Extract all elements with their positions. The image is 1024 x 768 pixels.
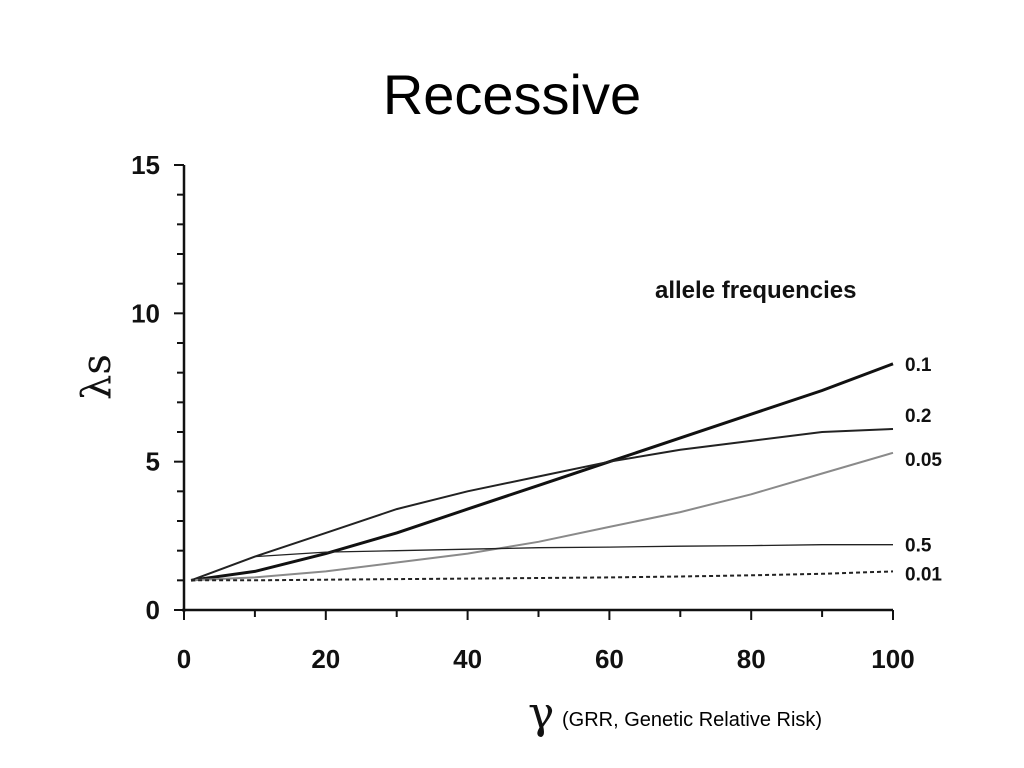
chart-axes [174,164,894,620]
series-label: 0.1 [905,355,932,376]
series-label: 0.05 [905,450,942,471]
x-tick-label: 80 [737,644,766,674]
x-tick-label: 60 [595,644,624,674]
x-tick-label: 20 [311,644,340,674]
x-tick-label: 0 [177,644,191,674]
series-line-0-01 [191,570,894,582]
series-label: 0.01 [905,564,942,585]
y-tick-label: 10 [131,298,160,328]
chart-series [190,362,894,582]
series-label: 0.2 [905,406,931,427]
x-axis-symbol: γ [528,688,554,739]
legend-title: allele frequencies [655,277,856,304]
series-label: 0.5 [905,536,932,557]
chart-labels: 0 5 10 15 0 20 40 60 80 100 0.1 0.2 0.05 0.5 0.01 allel… [74,150,942,739]
y-tick-label: 5 [146,447,160,477]
series-line-0-1 [190,362,894,582]
y-tick-label: 15 [131,150,160,180]
series-line-0-2 [190,428,894,582]
x-tick-label: 100 [871,644,914,674]
x-axis-label: (GRR, Genetic Relative Risk) [562,709,822,731]
series-line-0-5 [190,544,893,581]
y-axis-label: λs [74,354,120,400]
slide-title: Recessive [382,63,642,126]
series-line-0-05 [191,451,894,582]
y-tick-label: 0 [146,595,160,625]
x-tick-label: 40 [453,644,482,674]
